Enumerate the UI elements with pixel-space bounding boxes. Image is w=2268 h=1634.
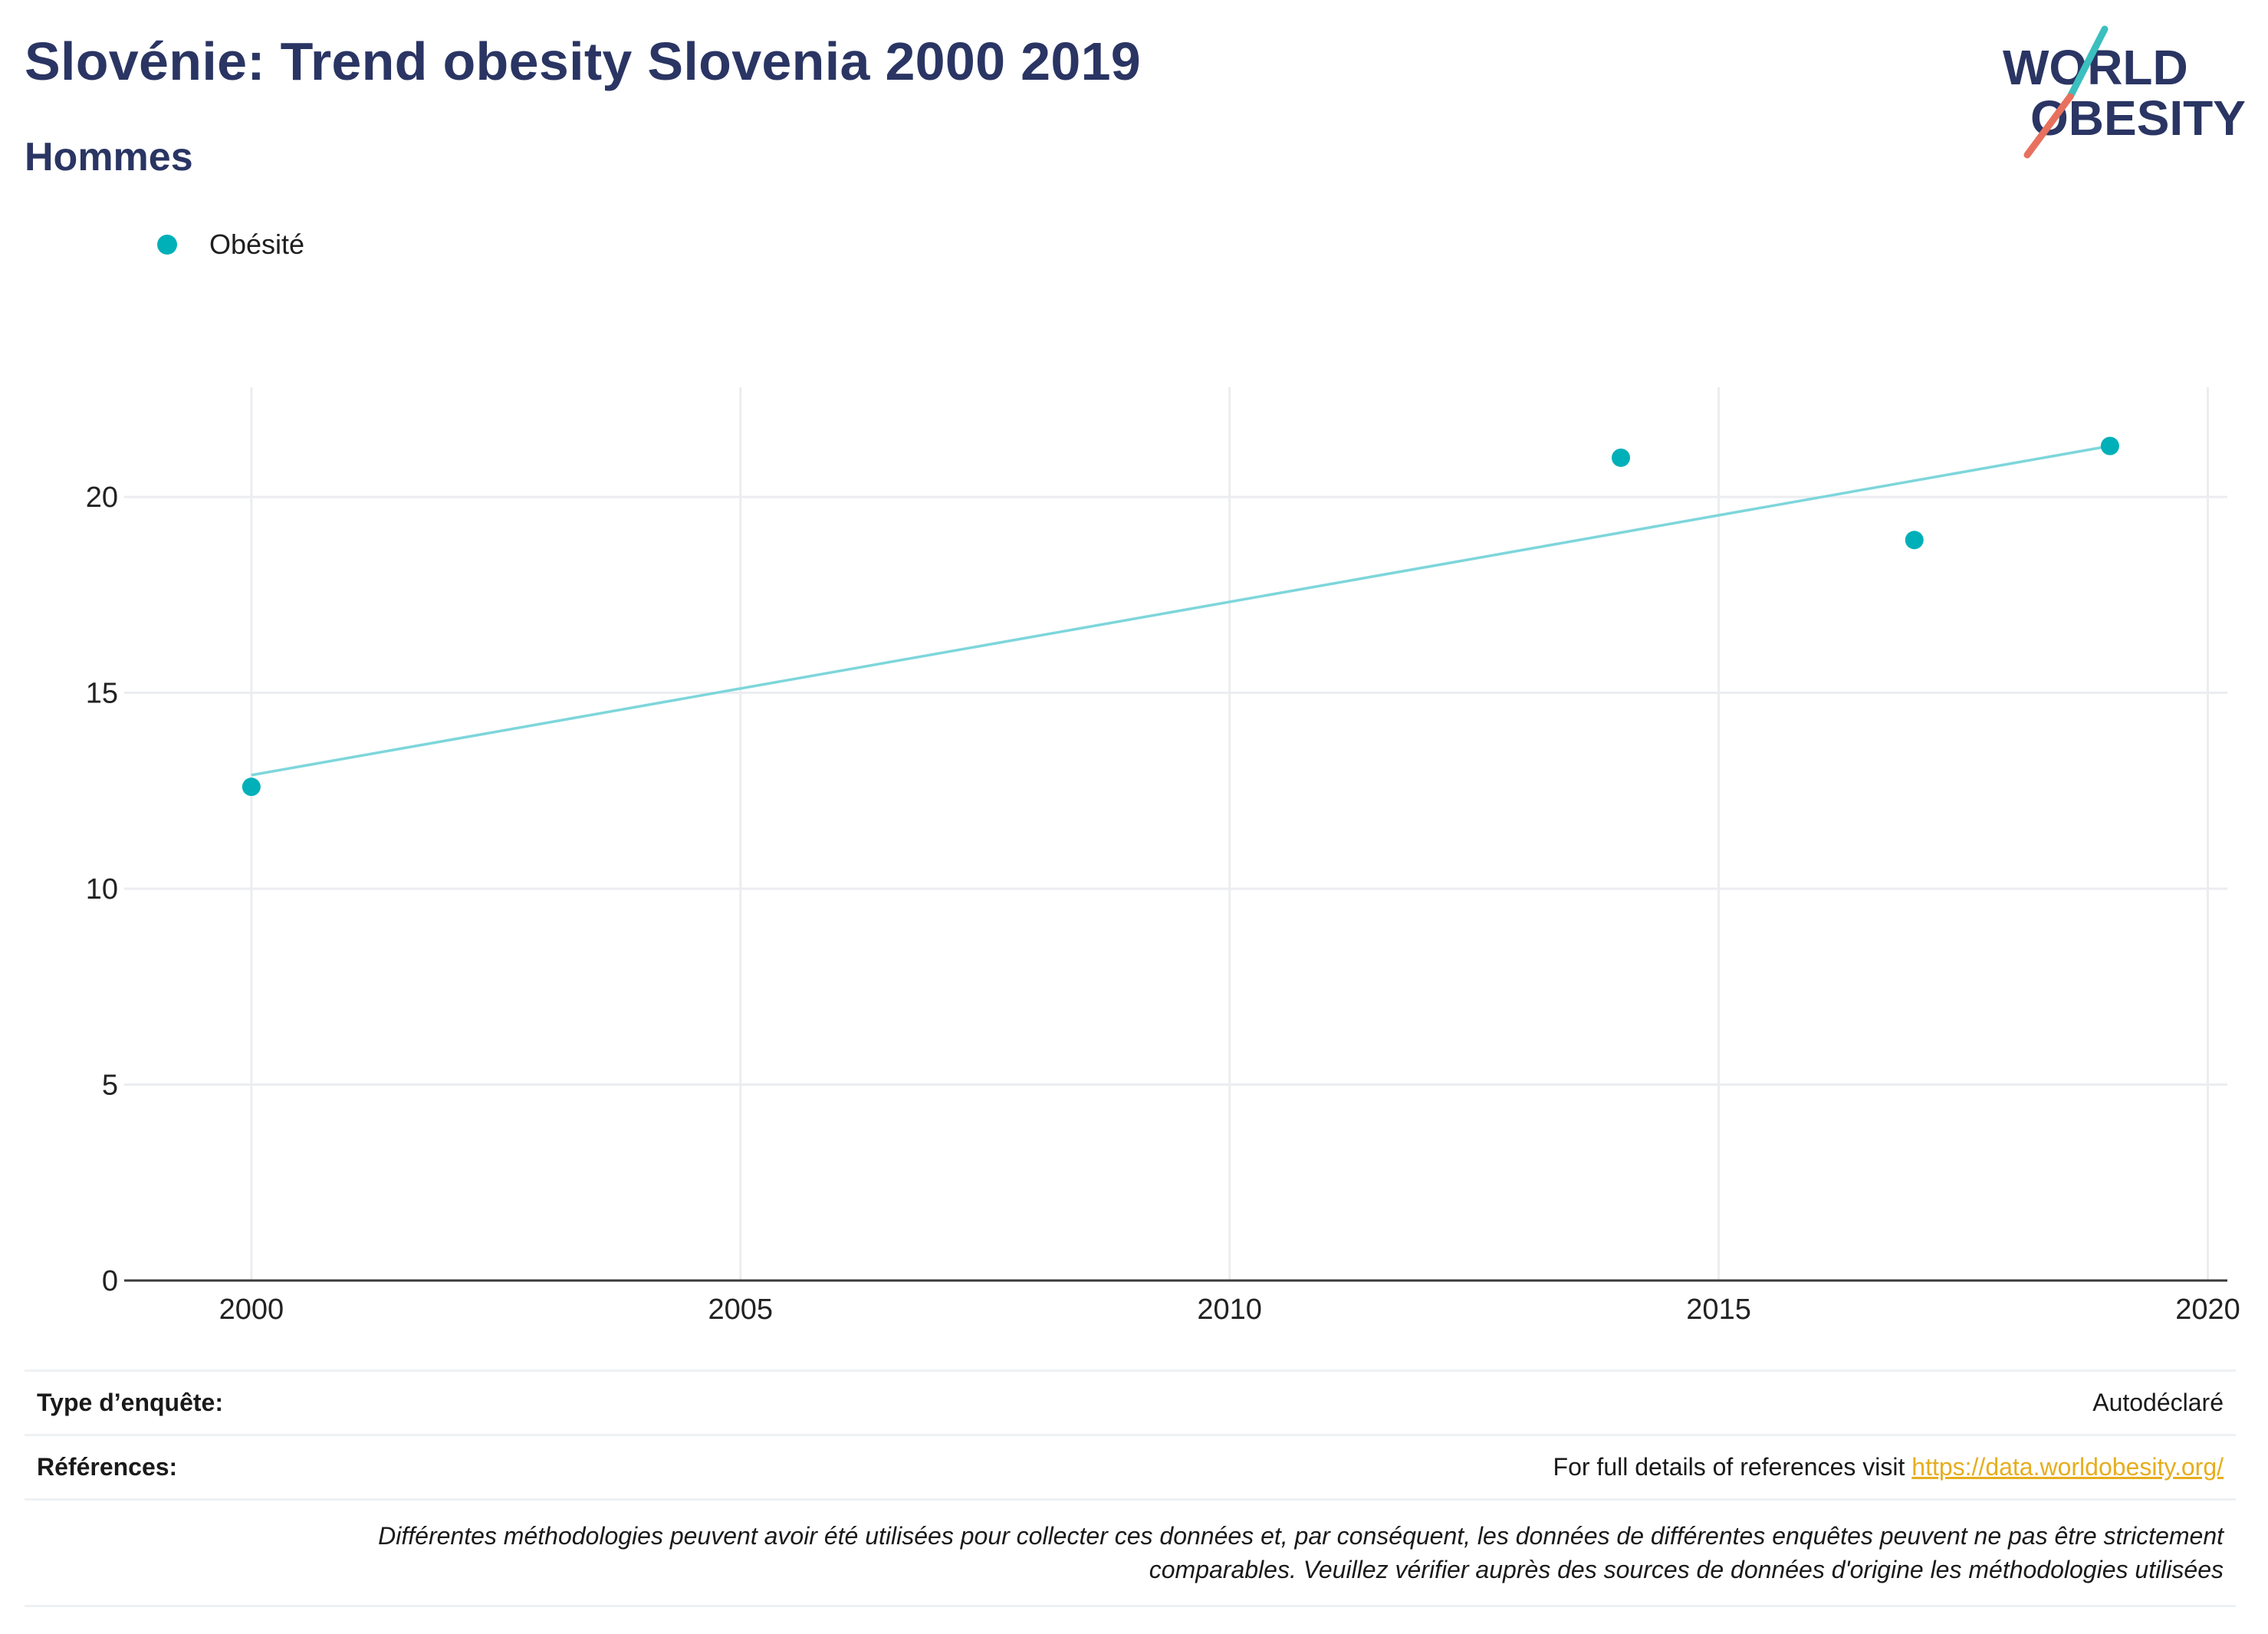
scatter-chart: 2000 2005 2010 2015 2020 0 5 10 15 20: [86, 387, 2240, 1326]
chart-title: Slovénie: Trend obesity Slovenia 2000 20…: [25, 31, 1142, 91]
data-point: [1905, 531, 1924, 550]
data-point: [1611, 448, 1630, 467]
methodology-note-line-1: Différentes méthodologies peuvent avoir …: [378, 1522, 2224, 1550]
chart-subtitle: Hommes: [25, 135, 193, 179]
legend-label: Obésité: [209, 228, 305, 260]
references-value: For full details of references visit htt…: [1553, 1453, 2224, 1481]
data-point: [2100, 436, 2119, 455]
survey-type-row: Type d’enquête: Autodéclaré: [25, 1369, 2236, 1434]
y-tick-label: 10: [86, 873, 118, 906]
y-tick-label: 0: [102, 1265, 118, 1297]
x-tick-label: 2005: [708, 1294, 773, 1326]
y-tick-label: 15: [86, 678, 118, 710]
methodology-note-line-2: comparables. Veuillez vérifier auprès de…: [1149, 1556, 2224, 1583]
references-text: For full details of references visit: [1553, 1453, 1912, 1481]
x-tick-label: 2000: [219, 1294, 284, 1326]
x-tick-label: 2020: [2175, 1294, 2240, 1326]
logo-slash-coral: [2023, 93, 2074, 159]
survey-type-label: Type d’enquête:: [37, 1389, 223, 1416]
y-tick-label: 20: [86, 482, 118, 514]
x-tick-label: 2010: [1197, 1294, 1262, 1326]
logo-text-obesity: OBESITY: [2030, 90, 2246, 146]
survey-type-value: Autodéclaré: [2092, 1389, 2224, 1416]
references-label: Références:: [37, 1453, 178, 1481]
footer-table: Type d’enquête: Autodéclaré Références: …: [25, 1369, 2236, 1607]
methodology-note: Différentes méthodologies peuvent avoir …: [25, 1498, 2236, 1607]
references-link[interactable]: https://data.worldobesity.org/: [1911, 1453, 2224, 1481]
references-row: Références: For full details of referenc…: [25, 1434, 2236, 1498]
legend: Obésité: [157, 228, 304, 261]
legend-marker: [157, 235, 177, 255]
data-point: [242, 778, 261, 797]
y-tick-label: 5: [102, 1070, 118, 1102]
trend-line: [251, 444, 2111, 777]
world-obesity-logo: WORLD OBESITY: [2003, 25, 2246, 159]
x-tick-label: 2015: [1686, 1294, 1751, 1326]
logo-slash-teal: [2066, 25, 2109, 100]
